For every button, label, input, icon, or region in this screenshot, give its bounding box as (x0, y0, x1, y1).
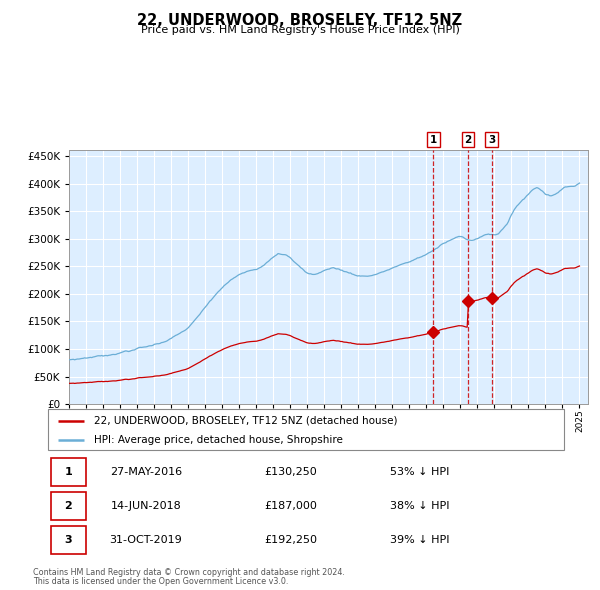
Text: 53% ↓ HPI: 53% ↓ HPI (390, 467, 449, 477)
Text: HPI: Average price, detached house, Shropshire: HPI: Average price, detached house, Shro… (94, 435, 343, 444)
Bar (50, 458, 86, 486)
Text: 1: 1 (430, 135, 437, 145)
Text: 27-MAY-2016: 27-MAY-2016 (110, 467, 182, 477)
Text: 3: 3 (488, 135, 495, 145)
Text: £130,250: £130,250 (264, 467, 317, 477)
Text: 38% ↓ HPI: 38% ↓ HPI (390, 501, 449, 511)
Bar (50, 526, 86, 554)
Text: This data is licensed under the Open Government Licence v3.0.: This data is licensed under the Open Gov… (33, 577, 289, 586)
Text: 2: 2 (464, 135, 472, 145)
Text: £187,000: £187,000 (264, 501, 317, 511)
Text: 39% ↓ HPI: 39% ↓ HPI (390, 535, 449, 545)
Text: 14-JUN-2018: 14-JUN-2018 (110, 501, 181, 511)
Text: 1: 1 (64, 467, 72, 477)
Text: 2: 2 (64, 501, 72, 511)
Text: Price paid vs. HM Land Registry's House Price Index (HPI): Price paid vs. HM Land Registry's House … (140, 25, 460, 35)
Bar (50, 492, 86, 520)
Text: 31-OCT-2019: 31-OCT-2019 (110, 535, 182, 545)
Text: Contains HM Land Registry data © Crown copyright and database right 2024.: Contains HM Land Registry data © Crown c… (33, 568, 345, 576)
Text: 22, UNDERWOOD, BROSELEY, TF12 5NZ: 22, UNDERWOOD, BROSELEY, TF12 5NZ (137, 13, 463, 28)
Text: 22, UNDERWOOD, BROSELEY, TF12 5NZ (detached house): 22, UNDERWOOD, BROSELEY, TF12 5NZ (detac… (94, 416, 398, 426)
Text: 3: 3 (64, 535, 72, 545)
Text: £192,250: £192,250 (264, 535, 317, 545)
